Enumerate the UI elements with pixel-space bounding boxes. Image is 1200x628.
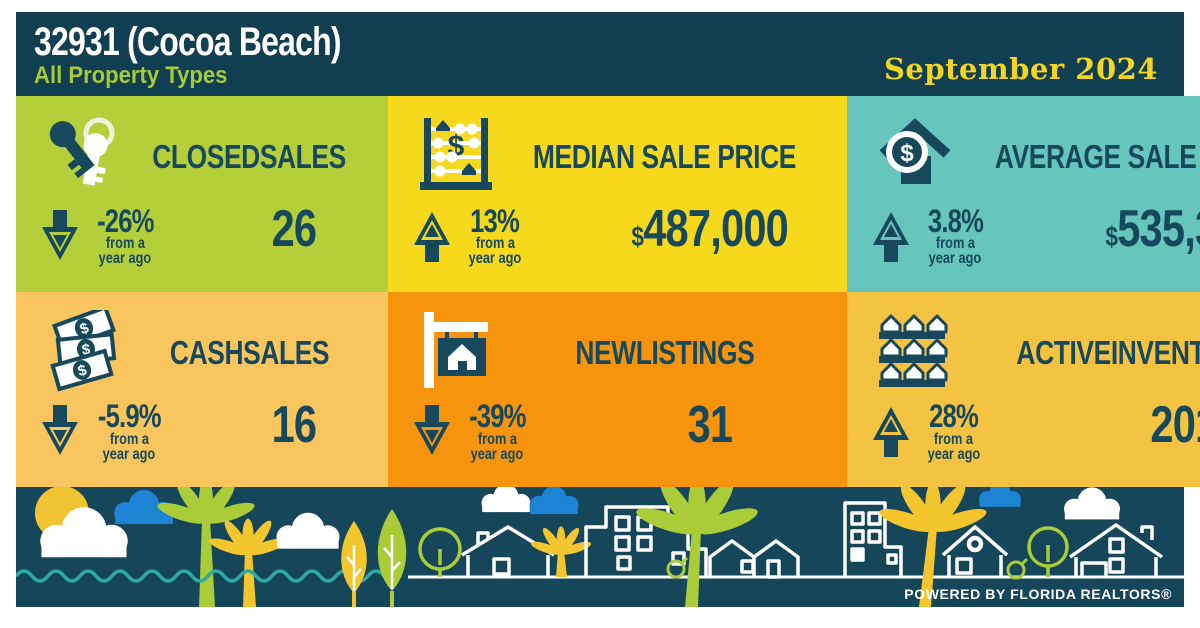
palm-tree-icon bbox=[529, 525, 593, 577]
metric-title: CASHSALES bbox=[169, 333, 329, 371]
footer-band: POWERED BY FLORIDA REALTORS® bbox=[16, 487, 1184, 607]
house-dollar-icon: $ bbox=[871, 113, 959, 199]
palm-tree-icon bbox=[633, 487, 761, 607]
metric-value: 201 bbox=[1149, 395, 1200, 454]
down-arrow-icon bbox=[414, 405, 451, 456]
down-arrow-icon bbox=[42, 405, 78, 456]
house-outline-icon bbox=[941, 525, 1009, 577]
palm-tree-icon bbox=[207, 517, 289, 607]
svg-text:$: $ bbox=[81, 341, 92, 359]
change-block: 3.8% from a year ago bbox=[871, 202, 1049, 267]
cloud-icon bbox=[276, 512, 340, 549]
metric-title: ACTIVEINVENTORY bbox=[1016, 333, 1200, 371]
tree-icon bbox=[1027, 526, 1069, 577]
up-arrow-icon bbox=[872, 407, 909, 458]
metric-title: AVERAGE SALE PRICE bbox=[994, 137, 1200, 175]
change-block: 28% from a year ago bbox=[871, 398, 1049, 462]
change-value: 3.8% bbox=[927, 202, 984, 239]
cloud-icon bbox=[1064, 487, 1120, 520]
card-average-sale-price: $ AVERAGE SALE PRICE 3.8% from a bbox=[846, 96, 1200, 292]
change-block: -5.9% from a year ago bbox=[40, 398, 218, 462]
up-arrow-icon bbox=[414, 211, 451, 262]
change-value: 13% bbox=[470, 202, 521, 239]
cloud-icon bbox=[481, 487, 531, 513]
page-title: 32931 (Cocoa Beach) bbox=[34, 20, 342, 64]
change-value: 28% bbox=[929, 398, 979, 435]
metric-title: NEWLISTINGS bbox=[575, 333, 754, 371]
change-block: 13% from a year ago bbox=[412, 202, 590, 267]
metric-value: $535,342 bbox=[1105, 200, 1200, 258]
rooftops-outline-icon bbox=[708, 539, 800, 579]
bush-icon bbox=[666, 556, 689, 579]
metric-title: CLOSEDSALES bbox=[152, 137, 346, 175]
card-closed-sales: CLOSEDSALES -26% from a year ago bbox=[16, 96, 389, 292]
keys-icon bbox=[40, 113, 128, 199]
cloud-icon bbox=[529, 487, 579, 515]
tree-icon bbox=[341, 521, 367, 607]
metric-value: $487,000 bbox=[631, 200, 788, 258]
powered-by-label: POWERED BY FLORIDA REALTORS® bbox=[904, 586, 1172, 602]
metric-value: 26 bbox=[271, 200, 317, 258]
change-block: -26% from a year ago bbox=[40, 202, 218, 267]
bush-icon bbox=[1006, 557, 1029, 580]
header-bar: 32931 (Cocoa Beach) All Property Types S… bbox=[16, 12, 1184, 96]
change-value: -5.9% bbox=[97, 398, 162, 435]
down-arrow-icon bbox=[42, 209, 78, 260]
metric-value: 31 bbox=[687, 395, 732, 454]
card-active-inventory: ACTIVEINVENTORY 28% from a year ago bbox=[846, 292, 1200, 487]
svg-text:$: $ bbox=[900, 140, 914, 167]
change-block: -39% from a year ago bbox=[412, 398, 590, 462]
change-value: -39% bbox=[469, 398, 526, 435]
metric-value: 16 bbox=[271, 395, 317, 454]
card-cash-sales: $ $ $ CASHSALES bbox=[16, 292, 389, 487]
yard-sign-icon bbox=[412, 309, 500, 395]
tree-icon bbox=[377, 509, 407, 607]
report-date: September 2024 bbox=[883, 52, 1158, 86]
metric-title: MEDIAN SALE PRICE bbox=[532, 137, 797, 175]
card-median-sale-price: $ MEDIAN SALE PRICE bbox=[388, 96, 847, 292]
house-outline-icon bbox=[1069, 523, 1163, 577]
cash-icon: $ $ $ bbox=[40, 309, 128, 395]
up-arrow-icon bbox=[872, 211, 909, 262]
skyline-illustration bbox=[16, 487, 1184, 607]
houses-rows-icon bbox=[871, 309, 959, 395]
tree-icon bbox=[418, 527, 462, 577]
property-type-label: All Property Types bbox=[34, 62, 228, 89]
house-outline-icon bbox=[461, 525, 555, 577]
change-value: -26% bbox=[97, 202, 154, 239]
card-new-listings: NEWLISTINGS -39% from a year ago bbox=[388, 292, 847, 487]
building-outline-icon bbox=[843, 501, 903, 577]
wave-line bbox=[16, 569, 402, 583]
palm-tree-icon bbox=[877, 487, 989, 607]
metrics-grid: CLOSEDSALES -26% from a year ago bbox=[16, 96, 1200, 487]
abacus-icon: $ bbox=[412, 113, 500, 199]
cloud-icon bbox=[979, 487, 1021, 507]
